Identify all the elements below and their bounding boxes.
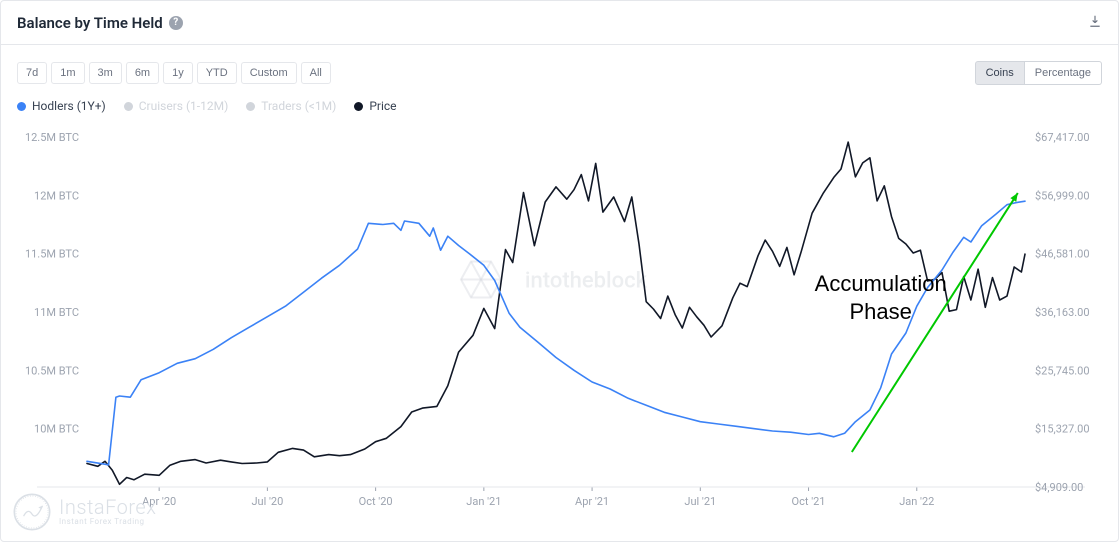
range-btn-7d[interactable]: 7d (17, 62, 47, 84)
svg-text:Jan '21: Jan '21 (466, 495, 501, 508)
mode-btn-coins[interactable]: Coins (975, 61, 1025, 85)
controls-row: 7d1m3m6m1yYTDCustomAll CoinsPercentage (1, 45, 1118, 93)
range-btn-6m[interactable]: 6m (126, 62, 159, 84)
legend-label: Price (369, 99, 396, 113)
legend-dot-icon (124, 102, 133, 111)
instaforex-brand: InstaForex (59, 497, 157, 517)
legend-item[interactable]: Traders (<1M) (246, 99, 336, 113)
legend-item[interactable]: Cruisers (1-12M) (124, 99, 229, 113)
legend-label: Traders (<1M) (261, 99, 336, 113)
chart-svg: Apr '20Jul '20Oct '20Jan '21Apr '21Jul '… (17, 127, 1104, 527)
legend-label: Cruisers (1-12M) (139, 99, 229, 113)
svg-text:$15,327.00: $15,327.00 (1035, 423, 1090, 436)
svg-text:$46,581.00: $46,581.00 (1035, 248, 1090, 261)
legend-item[interactable]: Hodlers (1Y+) (17, 99, 106, 113)
svg-text:Phase: Phase (849, 299, 911, 324)
legend-dot-icon (354, 102, 363, 111)
mode-btn-percentage[interactable]: Percentage (1025, 61, 1102, 85)
help-icon[interactable]: ? (169, 16, 183, 30)
legend-item[interactable]: Price (354, 99, 396, 113)
display-mode-buttons: CoinsPercentage (975, 61, 1102, 85)
range-btn-1m[interactable]: 1m (51, 62, 84, 84)
legend-dot-icon (246, 102, 255, 111)
range-btn-custom[interactable]: Custom (241, 62, 297, 84)
svg-text:10.5M BTC: 10.5M BTC (25, 364, 79, 377)
svg-text:12M BTC: 12M BTC (34, 189, 79, 202)
legend-dot-icon (17, 102, 26, 111)
range-btn-all[interactable]: All (301, 62, 331, 84)
chart-title: Balance by Time Held ? (17, 14, 183, 32)
range-btn-ytd[interactable]: YTD (197, 62, 237, 84)
title-text: Balance by Time Held (17, 14, 163, 32)
download-button[interactable] (1088, 13, 1102, 32)
svg-text:$36,163.00: $36,163.00 (1035, 306, 1090, 319)
svg-text:$25,745.00: $25,745.00 (1035, 364, 1090, 377)
instaforex-logo-icon (11, 491, 53, 533)
svg-text:Jan '22: Jan '22 (899, 495, 934, 508)
legend-label: Hodlers (1Y+) (32, 99, 106, 113)
time-range-buttons: 7d1m3m6m1yYTDCustomAll (17, 62, 331, 84)
range-btn-1y[interactable]: 1y (163, 62, 193, 84)
chart-header: Balance by Time Held ? (1, 1, 1118, 45)
svg-text:Oct '21: Oct '21 (792, 495, 826, 508)
svg-text:12.5M BTC: 12.5M BTC (25, 131, 79, 144)
chart-area: Apr '20Jul '20Oct '20Jan '21Apr '21Jul '… (1, 117, 1118, 527)
svg-text:11.5M BTC: 11.5M BTC (25, 248, 79, 261)
svg-text:$56,999.00: $56,999.00 (1035, 189, 1090, 202)
svg-text:Jul '21: Jul '21 (684, 495, 716, 508)
svg-text:Apr '21: Apr '21 (575, 495, 609, 508)
svg-text:$67,417.00: $67,417.00 (1035, 131, 1090, 144)
range-btn-3m[interactable]: 3m (89, 62, 122, 84)
svg-text:10M BTC: 10M BTC (34, 423, 79, 436)
svg-text:Oct '20: Oct '20 (359, 495, 393, 508)
instaforex-watermark: InstaForex Instant Forex Trading (11, 491, 157, 533)
svg-text:Accumulation: Accumulation (815, 271, 947, 296)
instaforex-tagline: Instant Forex Trading (59, 517, 157, 527)
legend: Hodlers (1Y+) Cruisers (1-12M) Traders (<1… (1, 93, 1118, 117)
svg-text:11M BTC: 11M BTC (34, 306, 79, 319)
svg-text:intotheblock: intotheblock (525, 269, 648, 294)
svg-text:$4,909.00: $4,909.00 (1035, 481, 1083, 494)
svg-text:Jul '20: Jul '20 (251, 495, 283, 508)
